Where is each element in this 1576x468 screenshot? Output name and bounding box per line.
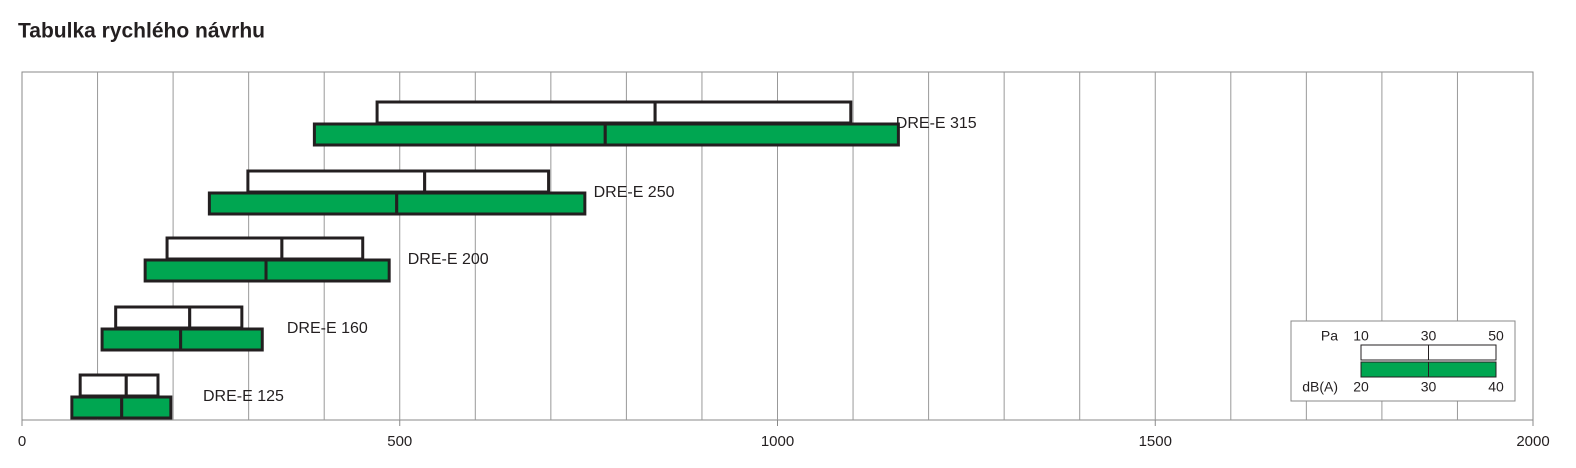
- category-label: DRE-E 250: [594, 184, 675, 201]
- category-label: DRE-E 160: [287, 320, 368, 337]
- x-tick-label: 0: [18, 433, 26, 450]
- range-segment: [124, 373, 160, 398]
- legend-tick-label: 10: [1353, 328, 1369, 344]
- range-segment: [179, 327, 264, 352]
- range-segment: [246, 169, 427, 194]
- legend-label: dB(A): [1302, 379, 1338, 395]
- legend-box: [1290, 320, 1516, 402]
- range-segment: [280, 236, 365, 261]
- range-segment: [375, 100, 657, 125]
- range-segment: [165, 236, 284, 261]
- category-label: DRE-E 200: [408, 251, 489, 268]
- chart-title: Tabulka rychlého návrhu: [18, 20, 265, 43]
- legend-label: Pa: [1321, 328, 1338, 344]
- range-segment: [312, 122, 607, 147]
- range-segment: [70, 395, 124, 420]
- range-segment: [653, 100, 853, 125]
- range-segment: [423, 169, 551, 194]
- legend-tick-label: 30: [1421, 328, 1437, 344]
- range-segment: [188, 305, 244, 330]
- range-segment: [114, 305, 192, 330]
- range-segment: [78, 373, 128, 398]
- category-label: DRE-E 125: [203, 388, 284, 405]
- x-tick-label: 1000: [761, 433, 794, 450]
- x-tick-label: 2000: [1516, 433, 1549, 450]
- x-tick-label: 500: [387, 433, 412, 450]
- legend-tick-label: 20: [1353, 379, 1369, 395]
- legend-tick-label: 50: [1488, 328, 1504, 344]
- x-tick-label: 1500: [1139, 433, 1172, 450]
- range-segment: [207, 191, 399, 216]
- legend-tick-label: 30: [1421, 379, 1437, 395]
- range-segment: [120, 395, 173, 420]
- category-label: DRE-E 315: [896, 115, 977, 132]
- range-segment: [603, 122, 900, 147]
- range-segment: [143, 258, 268, 283]
- range-segment: [395, 191, 587, 216]
- range-segment: [100, 327, 183, 352]
- range-segment: [264, 258, 391, 283]
- legend-tick-label: 40: [1488, 379, 1504, 395]
